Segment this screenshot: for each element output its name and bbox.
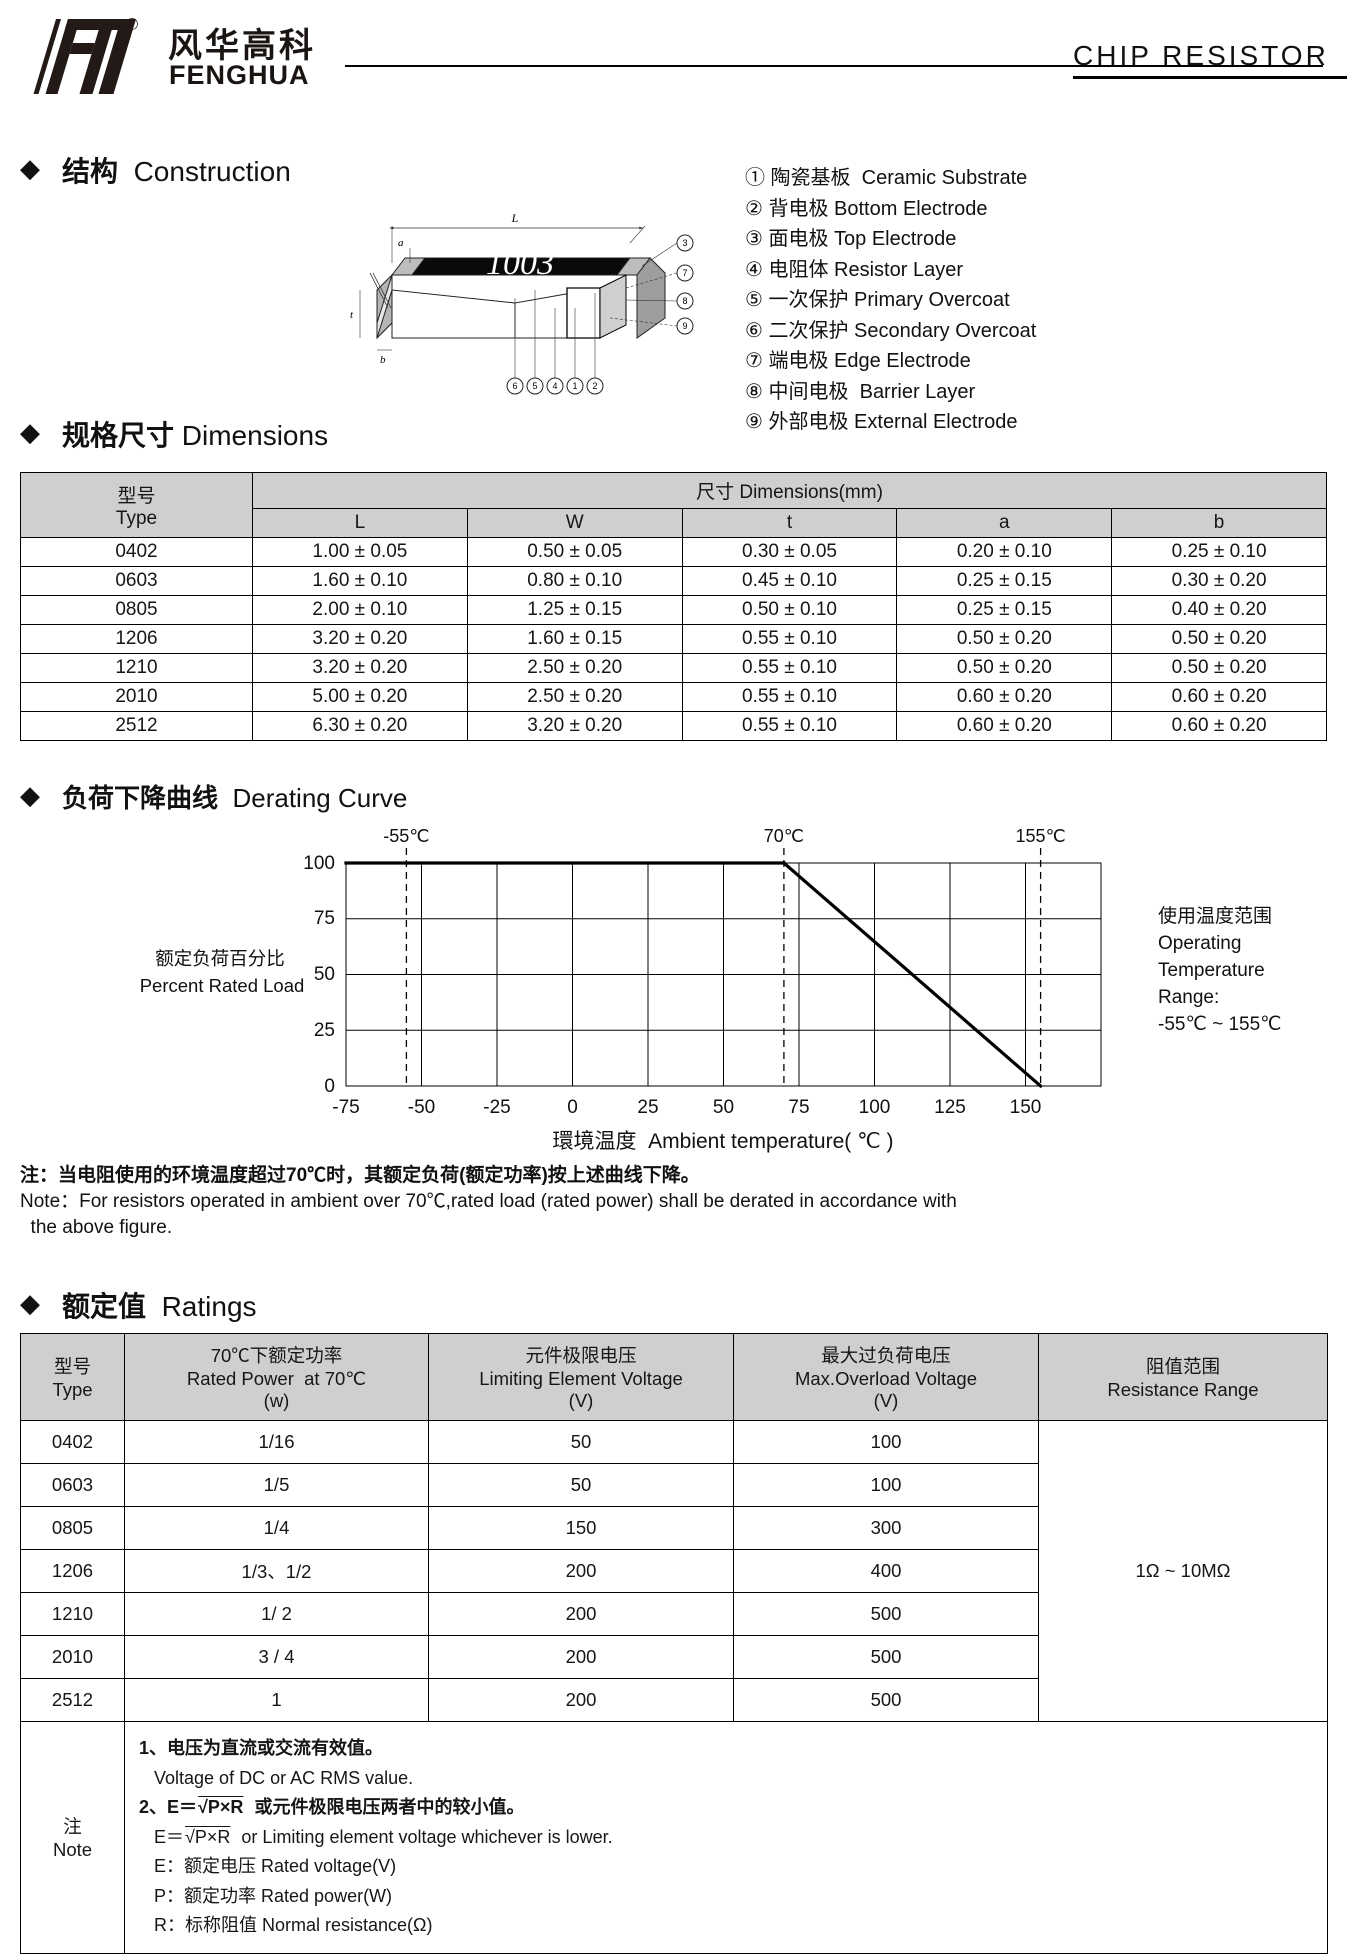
svg-text:0: 0 [324, 1076, 335, 1097]
svg-text:使用温度范围: 使用温度范围 [1158, 905, 1272, 927]
svg-text:75: 75 [788, 1097, 809, 1118]
svg-text:環境温度 Ambient temperature( ℃ ): 環境温度 Ambient temperature( ℃ ) [552, 1130, 893, 1153]
svg-text:75: 75 [314, 908, 335, 929]
svg-text:-55℃: -55℃ [383, 826, 429, 846]
svg-text:125: 125 [934, 1097, 966, 1118]
svg-text:Percent Rated Load: Percent Rated Load [140, 975, 305, 996]
svg-text:-75: -75 [332, 1097, 359, 1118]
svg-text:额定负荷百分比: 额定负荷百分比 [155, 948, 285, 969]
svg-text:50: 50 [314, 964, 335, 985]
svg-text:Range:: Range: [1158, 987, 1219, 1008]
svg-text:Operating: Operating [1158, 933, 1241, 954]
svg-text:0: 0 [567, 1097, 578, 1118]
svg-text:-50: -50 [408, 1097, 435, 1118]
svg-text:50: 50 [713, 1097, 734, 1118]
svg-text:100: 100 [303, 853, 335, 874]
svg-text:155℃: 155℃ [1015, 826, 1065, 846]
svg-text:70℃: 70℃ [764, 826, 804, 846]
svg-text:25: 25 [314, 1020, 335, 1041]
svg-text:-25: -25 [483, 1097, 510, 1118]
svg-text:-55℃ ~ 155℃: -55℃ ~ 155℃ [1158, 1014, 1282, 1035]
svg-text:Temperature: Temperature [1158, 960, 1265, 981]
svg-text:100: 100 [859, 1097, 891, 1118]
svg-text:25: 25 [637, 1097, 658, 1118]
svg-text:150: 150 [1010, 1097, 1042, 1118]
